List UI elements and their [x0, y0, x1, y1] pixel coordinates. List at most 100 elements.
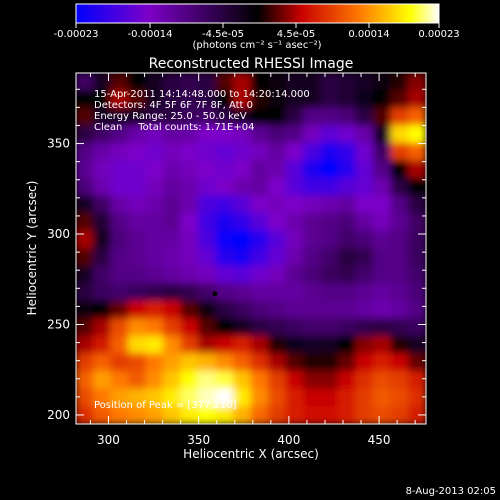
heatmap-cell — [285, 160, 304, 179]
heatmap-cell — [390, 405, 409, 424]
heatmap-cell — [76, 353, 94, 372]
colorbar-tick-label: 4.5e-05 — [277, 29, 315, 40]
heatmap-cell — [320, 73, 339, 92]
heatmap-cell — [355, 265, 374, 285]
colorbar-unit: (photons cm⁻² s⁻¹ asec⁻²) — [192, 40, 321, 51]
heatmap-cell — [128, 318, 147, 337]
heatmap-cell — [128, 177, 147, 197]
heatmap-cell — [303, 160, 322, 179]
heatmap-cell — [215, 370, 234, 390]
heatmap-cell — [390, 300, 409, 320]
heatmap-cell — [285, 370, 304, 390]
heatmap-cell — [390, 230, 409, 249]
heatmap-cell — [145, 335, 164, 355]
heatmap-cell — [390, 388, 409, 407]
heatmap-cell — [390, 265, 409, 285]
heatmap-cell — [180, 300, 199, 320]
colorbar-tick-label: 0.00023 — [418, 29, 459, 40]
heatmap-cell — [303, 265, 322, 285]
heatmap-cell — [355, 230, 374, 249]
heatmap-cell — [93, 142, 112, 162]
heatmap-cell — [320, 195, 339, 214]
heatmap-cell — [268, 283, 287, 302]
heatmap-cell — [93, 107, 112, 127]
heatmap-cell — [145, 73, 164, 92]
heatmap-cell — [250, 212, 269, 232]
heatmap-cell — [93, 230, 112, 249]
heatmap-cell — [198, 195, 217, 214]
heatmap-cell — [215, 73, 234, 92]
heatmap-cell — [163, 212, 182, 232]
heatmap-cell — [128, 142, 147, 162]
heatmap-cell — [180, 335, 199, 355]
heatmap-cell — [390, 212, 409, 232]
heatmap-cell — [93, 370, 112, 390]
x-tick-label: 350 — [187, 433, 210, 447]
heatmap-cell — [110, 405, 129, 424]
heatmap-cell — [215, 388, 234, 407]
heatmap-cell — [76, 265, 94, 285]
heatmap-cell — [76, 300, 94, 320]
heatmap-cell — [390, 283, 409, 302]
heatmap-cell — [390, 107, 409, 127]
heatmap-cell — [268, 160, 287, 179]
heatmap-cell — [145, 90, 164, 109]
heatmap-cell — [355, 353, 374, 372]
heatmap-cell — [128, 212, 147, 232]
heatmap-cell — [163, 90, 182, 109]
heatmap-cell — [338, 212, 357, 232]
colorbar-tick-label: -0.00014 — [128, 29, 173, 40]
heatmap-cell — [268, 388, 287, 407]
heatmap-cell — [250, 73, 269, 92]
heatmap-cell — [373, 335, 392, 355]
heatmap-cell — [233, 230, 252, 249]
heatmap-cell — [163, 335, 182, 355]
heatmap-cell — [145, 318, 164, 337]
heatmap-cell — [76, 195, 94, 214]
heatmap-cell — [233, 212, 252, 232]
heatmap-cell — [285, 107, 304, 127]
heatmap-cell — [408, 388, 426, 407]
heatmap-cell — [390, 142, 409, 162]
heatmap-cell — [233, 125, 252, 144]
heatmap-cell — [180, 142, 199, 162]
heatmap-cell — [145, 107, 164, 127]
heatmap-cell — [233, 160, 252, 179]
heatmap-cell — [180, 265, 199, 285]
heatmap-cell — [93, 405, 112, 424]
heatmap-cell — [110, 160, 129, 179]
heatmap-cell — [338, 248, 357, 267]
heatmap-cell — [285, 142, 304, 162]
heatmap-cell — [250, 107, 269, 127]
heatmap-cell — [233, 370, 252, 390]
heatmap-cell — [338, 300, 357, 320]
heatmap-cell — [285, 125, 304, 144]
heatmap-cell — [250, 370, 269, 390]
heatmap-cell — [250, 248, 269, 267]
heatmap-cell — [373, 160, 392, 179]
heatmap-cell — [110, 73, 129, 92]
heatmap-cell — [338, 370, 357, 390]
heatmap-cell — [408, 107, 426, 127]
heatmap-cell — [180, 73, 199, 92]
heatmap-cell — [355, 335, 374, 355]
heatmap-cell — [93, 90, 112, 109]
heatmap-cell — [250, 142, 269, 162]
heatmap-cell — [233, 142, 252, 162]
heatmap-cell — [320, 370, 339, 390]
heatmap-cell — [408, 405, 426, 424]
heatmap-cell — [373, 388, 392, 407]
heatmap-cell — [145, 125, 164, 144]
heatmap-cell — [198, 125, 217, 144]
heatmap-cell — [250, 230, 269, 249]
x-tick-label: 400 — [277, 433, 300, 447]
heatmap-cell — [76, 160, 94, 179]
heatmap-cell — [198, 265, 217, 285]
heatmap-cell — [338, 283, 357, 302]
heatmap-cell — [215, 107, 234, 127]
heatmap-cell — [373, 177, 392, 197]
heatmap-cell — [215, 405, 234, 424]
heatmap-cell — [180, 230, 199, 249]
heatmap-cell — [390, 125, 409, 144]
heatmap-cell — [128, 405, 147, 424]
